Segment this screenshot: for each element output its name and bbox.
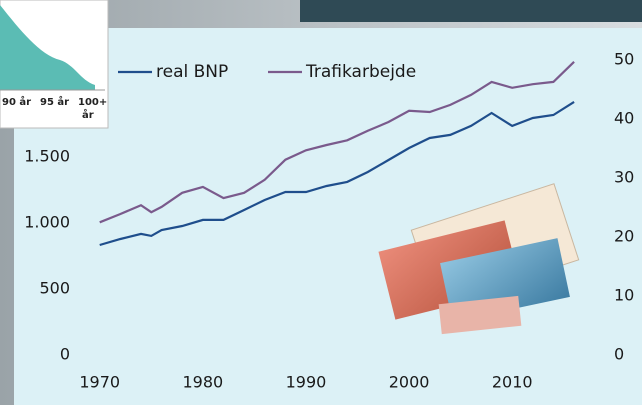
inset-label: 100+ [78,97,107,108]
y2-tick-label: 50 [614,50,634,69]
inset-label: 90 år [2,95,31,108]
y-tick-label: 0 [60,345,70,364]
y2-tick-label: 40 [614,109,634,128]
y2-tick-label: 20 [614,227,634,246]
inset-label: år [82,108,94,121]
inset-chart: 90 år 95 år 100+ år [0,0,109,129]
y2-tick-label: 30 [614,168,634,187]
y2-tick-label: 0 [614,345,624,364]
banknote [438,295,522,335]
x-tick-label: 2000 [389,373,430,392]
y-tick-label: 1.000 [24,212,70,231]
y2-tick-label: 10 [614,286,634,305]
inset-area [0,5,95,90]
y-tick-label: 500 [39,278,70,297]
x-tick-label: 1970 [79,373,120,392]
plot: 0 500 1.000 1.500 0 10 20 30 40 50 1970 1980 1990 200… [24,50,634,392]
photo-strip [300,0,642,22]
banknotes [378,183,580,335]
legend-label: real BNP [156,62,228,82]
series-line [99,61,575,224]
x-tick-label: 2010 [492,373,533,392]
series-line [99,100,575,247]
inset-label: 95 år [40,95,69,108]
legend-label: Trafikarbejde [305,62,416,82]
x-tick-label: 1990 [286,373,327,392]
y-tick-label: 1.500 [24,146,70,165]
x-tick-label: 1980 [183,373,224,392]
